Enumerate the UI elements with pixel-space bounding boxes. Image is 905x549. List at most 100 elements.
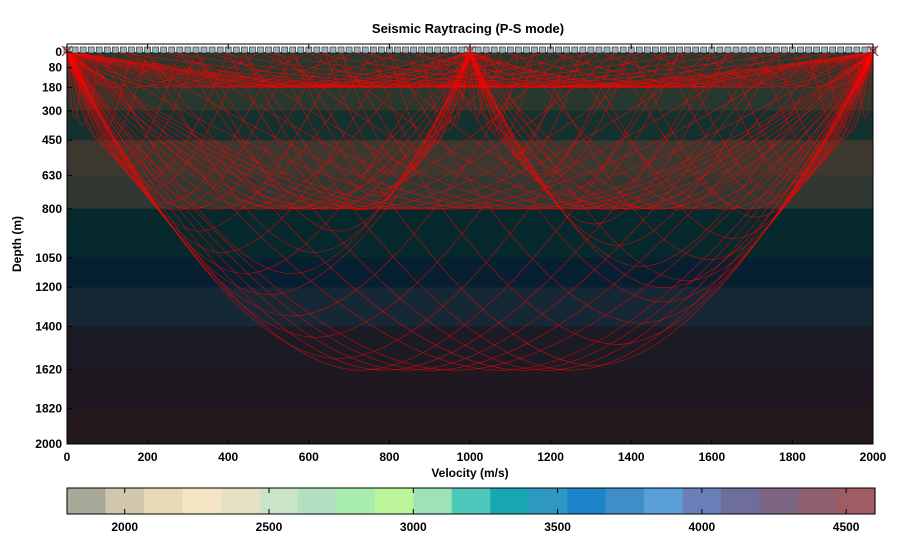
colorbar-swatch (413, 488, 453, 514)
ray-path (66, 51, 632, 359)
ray-path (66, 51, 293, 211)
ray-path (147, 51, 471, 253)
y-tick-label: 630 (42, 168, 62, 182)
receiver-marker (216, 46, 224, 54)
ray-path (66, 51, 584, 338)
receiver-marker (104, 46, 111, 54)
x-tick-label: 0 (64, 450, 71, 464)
ray-path (66, 51, 229, 182)
ray-path (614, 51, 874, 210)
ray-path (227, 51, 471, 210)
ray-path (582, 51, 874, 239)
ray-path (453, 51, 874, 88)
receiver-marker (458, 46, 466, 54)
y-tick-label: 1050 (35, 251, 62, 265)
y-tick-label: 0 (55, 45, 62, 59)
receiver-marker (426, 46, 434, 54)
y-tick-label: 450 (42, 133, 62, 147)
ray-path (212, 51, 874, 88)
ray-path (66, 51, 148, 147)
receiver-marker (490, 46, 498, 54)
colorbar-swatch (528, 488, 568, 514)
receiver-marker (619, 46, 627, 54)
colorbar-swatch (490, 488, 530, 514)
colorbar-swatch (336, 488, 376, 514)
y-tick-label: 1820 (35, 402, 62, 416)
receiver-marker (587, 46, 595, 54)
x-tick-label: 1600 (698, 450, 725, 464)
y-tick-label: 300 (42, 104, 62, 118)
colorbar-tick-label: 3500 (544, 520, 571, 534)
colorbar-swatch (374, 488, 414, 514)
receiver-marker (579, 46, 587, 54)
receiver-marker (660, 46, 667, 54)
colorbar-tick-label: 2500 (256, 520, 283, 534)
x-axis-ticks: 0 200 400 600 800 1000 1200 1400 1600 1800 2000 (64, 44, 887, 464)
ray-path (66, 51, 567, 210)
ray-path (469, 51, 729, 225)
colorbar-swatches (67, 488, 876, 514)
ray-path (808, 51, 874, 140)
receiver-marker (87, 46, 95, 54)
receiver-marker (184, 46, 192, 54)
ray-path (469, 51, 535, 140)
receiver-marker (539, 46, 546, 54)
receiver-marker (265, 46, 272, 54)
x-axis-label: Velocity (m/s) (431, 466, 508, 480)
ray-path (485, 51, 874, 281)
x-tick-label: 200 (138, 450, 158, 464)
ray-path (115, 51, 471, 88)
receiver-marker (192, 46, 200, 54)
receiver-marker (668, 46, 675, 54)
receiver-marker (644, 46, 651, 54)
receiver-marker (772, 46, 780, 54)
receiver-marker (635, 46, 643, 54)
receiver-marker (676, 46, 683, 54)
colorbar-swatch (220, 488, 260, 514)
receiver-marker (160, 46, 168, 54)
receiver-marker (764, 46, 772, 54)
receiver-marker (321, 46, 329, 54)
chart-title: Seismic Raytracing (P-S mode) (372, 21, 564, 36)
receiver-marker (523, 46, 530, 54)
receiver-marker (232, 46, 240, 54)
receiver-marker (805, 46, 812, 54)
y-tick-label: 180 (42, 80, 62, 94)
receiver-marker (329, 46, 337, 54)
ray-path (131, 51, 471, 210)
ray-path (840, 51, 874, 88)
receiver-marker (369, 46, 377, 54)
ray-path (357, 51, 874, 88)
colorbar-tick-label: 3000 (400, 520, 427, 534)
colorbar-swatch (605, 488, 645, 514)
x-tick-label: 1800 (779, 450, 806, 464)
colorbar-swatch (143, 488, 184, 514)
colorbar: 2000 2500 3000 3500 4000 4500 (66, 487, 876, 534)
colorbar-frame (66, 487, 876, 515)
receiver-marker (482, 46, 490, 54)
ray-path (469, 51, 632, 182)
ray-path (163, 51, 874, 88)
ray-path (308, 51, 471, 88)
y-tick-label: 1200 (35, 280, 62, 294)
receiver-marker (112, 46, 119, 54)
ray-path (244, 51, 874, 371)
ray-path (389, 51, 874, 324)
ray-path (759, 51, 874, 161)
ray-path (66, 51, 439, 274)
receiver-marker (345, 46, 353, 54)
ray-path (324, 51, 471, 175)
receiver-marker (506, 46, 514, 54)
ray-path (534, 51, 874, 260)
receiver-marker (353, 46, 361, 54)
receiver-marker (313, 46, 321, 54)
receiver-marker (531, 46, 538, 54)
x-tick-label: 600 (299, 450, 319, 464)
ray-path (695, 51, 874, 88)
x-tick-label: 400 (218, 450, 238, 464)
ray-path (276, 51, 874, 210)
colorbar-swatch (759, 488, 799, 514)
ray-path (711, 51, 874, 182)
receiver-marker (853, 46, 861, 54)
ray-path (66, 51, 471, 88)
